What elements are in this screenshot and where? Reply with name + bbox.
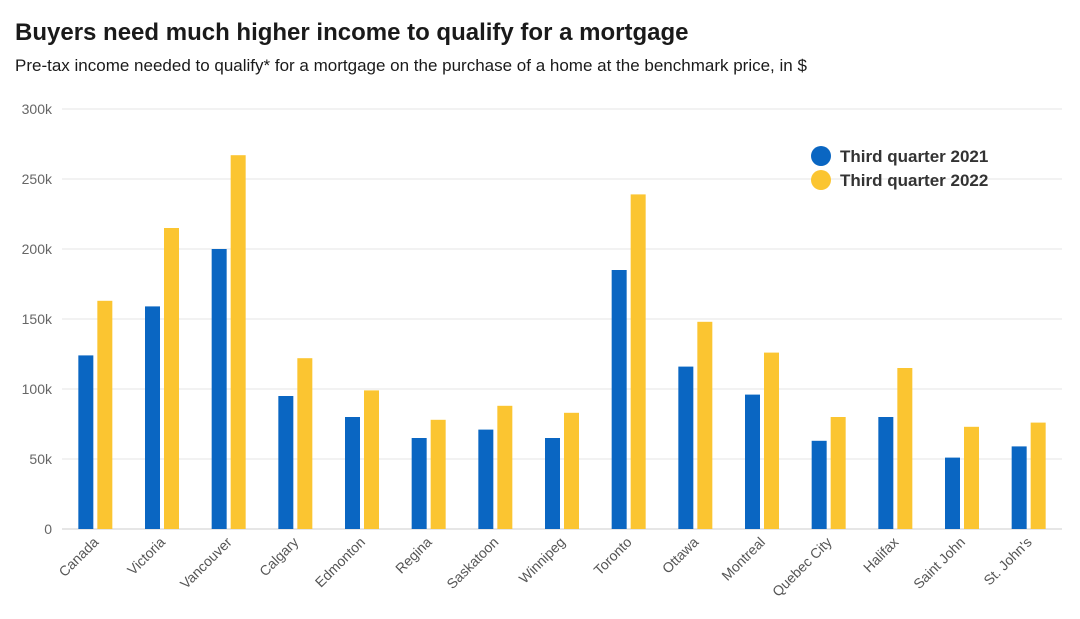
x-tick-label: Edmonton (312, 534, 368, 590)
y-tick-label: 0 (44, 521, 52, 537)
x-tick-label: Vancouver (177, 534, 235, 592)
bar (97, 300, 113, 529)
bar (1011, 446, 1027, 529)
bar (945, 457, 960, 529)
bar (78, 355, 94, 529)
bar (164, 228, 179, 529)
x-tick-label: Winnipeg (516, 534, 569, 587)
bar (764, 352, 779, 529)
x-tick-label: Quebec City (769, 534, 835, 600)
bar (1030, 422, 1046, 529)
x-tick-label: Toronto (590, 534, 634, 578)
bar (564, 412, 579, 529)
x-tick-label: Saint John (910, 534, 968, 592)
x-tick-label: Canada (55, 534, 101, 580)
x-tick-label: Calgary (256, 534, 301, 579)
bar (364, 390, 379, 529)
bars (78, 155, 1046, 529)
x-axis: Canada Victoria Vancouver Calgary Edmonton Re… (55, 534, 1034, 600)
chart-subtitle: Pre-tax income needed to qualify* for a … (15, 56, 807, 75)
bar (630, 194, 646, 529)
bar (697, 321, 713, 529)
y-tick-label: 150k (22, 311, 53, 327)
y-tick-label: 100k (22, 381, 53, 397)
legend-label: Third quarter 2022 (840, 171, 988, 190)
x-tick-label: Montreal (718, 534, 768, 584)
gridlines (62, 108, 1062, 530)
legend-marker (811, 170, 831, 190)
bar (545, 438, 560, 529)
x-tick-label: Regina (392, 534, 435, 577)
x-tick-label: Ottawa (659, 534, 702, 577)
y-tick-label: 200k (22, 241, 53, 257)
bar (811, 440, 827, 529)
legend: Third quarter 2021 Third quarter 2022 (811, 146, 988, 190)
chart-title: Buyers need much higher income to qualif… (15, 19, 689, 46)
y-tick-label: 300k (22, 101, 53, 117)
bar (878, 417, 894, 529)
x-tick-label: Halifax (860, 534, 902, 576)
bar (745, 394, 760, 529)
bar (345, 417, 360, 529)
bar (430, 419, 446, 529)
y-tick-label: 250k (22, 171, 53, 187)
bar (278, 396, 294, 529)
bar (678, 366, 694, 529)
bar (830, 417, 846, 529)
bar (478, 429, 494, 529)
legend-marker (811, 146, 831, 166)
bar (211, 249, 227, 529)
y-axis: 0 50k 100k 150k 200k 250k 300k (22, 101, 53, 537)
x-tick-label: Victoria (124, 534, 168, 578)
bar (897, 368, 913, 529)
bar (145, 306, 160, 529)
y-tick-label: 50k (29, 451, 53, 467)
bar (497, 405, 513, 529)
x-tick-label: Saskatoon (443, 534, 501, 592)
bar (230, 155, 246, 529)
bar (611, 270, 627, 529)
legend-label: Third quarter 2021 (840, 147, 988, 166)
x-tick-label: St. John's (980, 534, 1034, 588)
bar (964, 426, 979, 529)
bar (297, 358, 313, 529)
bar (411, 438, 427, 529)
